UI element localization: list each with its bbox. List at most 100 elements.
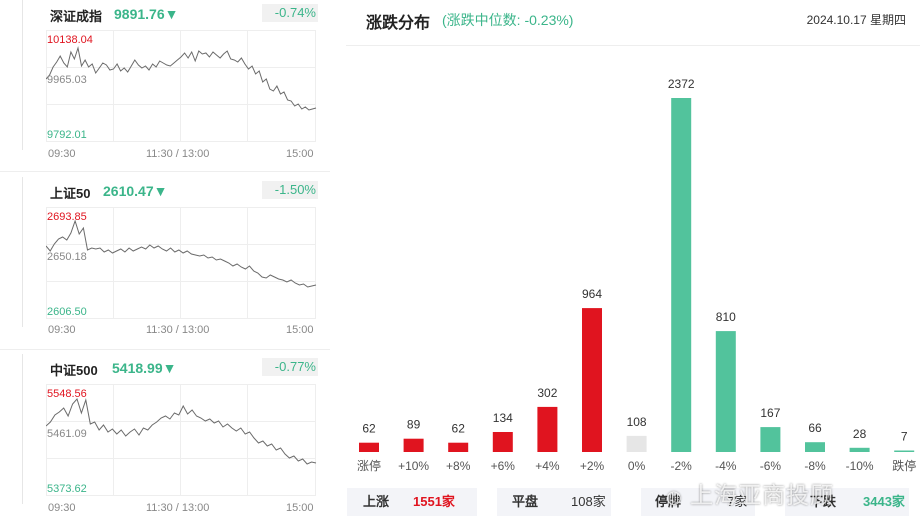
header-divider bbox=[346, 45, 920, 46]
category-label: -10% bbox=[846, 459, 874, 473]
flat-label: 平盘 bbox=[512, 494, 539, 509]
bar-value-label: 62 bbox=[452, 422, 466, 436]
index-price: 5418.99▼ bbox=[112, 360, 177, 376]
bar bbox=[492, 432, 513, 452]
category-label: 跌停 bbox=[892, 458, 916, 473]
up-label: 上涨 bbox=[363, 494, 390, 509]
bar bbox=[715, 331, 736, 452]
category-label: +2% bbox=[580, 459, 605, 473]
bar bbox=[805, 442, 825, 452]
distribution-bar-chart: 62 涨停 89 +10% 62 +8% 134 +6% 302 +4% 964 +2% 108 0% 23… bbox=[357, 77, 916, 473]
index-change-badge: -0.77% bbox=[262, 358, 318, 376]
bar-value-label: 2372 bbox=[668, 77, 695, 91]
bar-value-label: 7 bbox=[901, 430, 908, 444]
footer-flat: 平盘 108家 bbox=[497, 488, 611, 516]
category-label: +6% bbox=[491, 459, 516, 473]
y-mid-label: 5461.09 bbox=[47, 428, 87, 440]
flat-count: 108家 bbox=[571, 494, 606, 509]
time-label-open: 09:30 bbox=[48, 324, 76, 336]
distribution-title: 涨跌分布 bbox=[366, 15, 431, 32]
halt-count: 7家 bbox=[727, 494, 748, 509]
watermark-text: 上海亚商投顾 bbox=[690, 482, 835, 508]
index-card-sz50[interactable]: 上证50 2610.47▼ -1.50% 2693.85 2650.18 2606.… bbox=[0, 177, 330, 347]
trade-date: 2024.10.17 星期四 bbox=[806, 13, 906, 27]
category-label: +10% bbox=[398, 459, 429, 473]
category-label: -8% bbox=[804, 459, 826, 473]
category-label: 涨停 bbox=[357, 458, 381, 473]
category-label: -2% bbox=[671, 459, 693, 473]
bar-value-label: 964 bbox=[582, 287, 602, 301]
bar-value-label: 66 bbox=[808, 421, 822, 435]
time-label-mid: 11:30 / 13:00 bbox=[146, 148, 210, 160]
y-mid-label: 9965.03 bbox=[47, 74, 87, 86]
price-line bbox=[46, 398, 317, 465]
y-min-label: 2606.50 bbox=[47, 306, 87, 318]
category-label: +8% bbox=[446, 459, 471, 473]
down-count: 3443家 bbox=[863, 494, 905, 509]
category-label: 0% bbox=[628, 459, 646, 473]
divider bbox=[22, 0, 23, 150]
card-divider bbox=[0, 171, 330, 172]
index-minute-chart: 5548.56 5461.09 5373.62 bbox=[46, 384, 317, 496]
index-price: 2610.47▼ bbox=[103, 183, 168, 199]
index-minute-chart: 2693.85 2650.18 2606.50 bbox=[46, 207, 317, 319]
y-min-label: 5373.62 bbox=[47, 483, 87, 495]
price-line bbox=[46, 46, 317, 111]
bar-value-label: 810 bbox=[716, 310, 736, 324]
down-label: 下跌 bbox=[810, 494, 837, 509]
category-label: -6% bbox=[760, 459, 782, 473]
time-label-mid: 11:30 / 13:00 bbox=[146, 502, 210, 514]
bar bbox=[626, 435, 647, 452]
distribution-median: (涨跌中位数: -0.23%) bbox=[442, 12, 574, 28]
category-label: +4% bbox=[535, 459, 560, 473]
bar-value-label: 28 bbox=[853, 427, 867, 441]
index-panel: 深证成指 9891.76▼ -0.74% 10138.04 9965.03 9792… bbox=[0, 0, 330, 518]
index-card-zz500[interactable]: 中证500 5418.99▼ -0.77% 5548.56 5461.09 5373… bbox=[0, 354, 330, 524]
bar-value-label: 167 bbox=[760, 406, 780, 420]
bar bbox=[448, 442, 469, 452]
bar-value-label: 134 bbox=[493, 411, 513, 425]
index-minute-chart: 10138.04 9965.03 9792.01 bbox=[46, 30, 317, 142]
index-name: 中证500 bbox=[50, 363, 98, 378]
y-max-label: 2693.85 bbox=[47, 211, 87, 223]
bar bbox=[582, 308, 602, 452]
index-change-badge: -0.74% bbox=[262, 4, 318, 22]
up-count: 1551家 bbox=[413, 494, 455, 509]
bar bbox=[359, 442, 379, 452]
halt-label: 停牌 bbox=[655, 494, 682, 509]
bar bbox=[894, 450, 915, 452]
time-label-open: 09:30 bbox=[48, 148, 76, 160]
time-label-close: 15:00 bbox=[286, 502, 314, 514]
bar bbox=[671, 98, 692, 452]
index-change-badge: -1.50% bbox=[262, 181, 318, 199]
footer-halt: 停牌 7家 bbox=[641, 488, 755, 516]
bar bbox=[760, 427, 781, 452]
y-max-label: 5548.56 bbox=[47, 388, 87, 400]
price-line bbox=[46, 219, 317, 288]
bar-value-label: 89 bbox=[407, 418, 421, 432]
category-label: -4% bbox=[715, 459, 737, 473]
divider bbox=[22, 177, 23, 327]
y-max-label: 10138.04 bbox=[47, 34, 93, 46]
y-min-label: 9792.01 bbox=[47, 129, 87, 141]
index-card-szcz[interactable]: 深证成指 9891.76▼ -0.74% 10138.04 9965.03 9792… bbox=[0, 0, 330, 170]
index-price: 9891.76▼ bbox=[114, 6, 179, 22]
card-divider bbox=[0, 349, 330, 350]
bar-value-label: 62 bbox=[362, 422, 376, 436]
weibo-logo-icon: ◍ bbox=[666, 487, 683, 507]
bar-value-label: 302 bbox=[537, 386, 557, 400]
index-name: 深证成指 bbox=[50, 9, 103, 24]
bar bbox=[403, 438, 424, 452]
watermark: ◍ 上海亚商投顾 bbox=[666, 476, 834, 510]
index-name: 上证50 bbox=[50, 186, 91, 201]
time-label-mid: 11:30 / 13:00 bbox=[146, 324, 210, 336]
footer-up: 上涨 1551家 bbox=[347, 488, 477, 516]
time-label-close: 15:00 bbox=[286, 324, 314, 336]
time-label-open: 09:30 bbox=[48, 502, 76, 514]
time-label-close: 15:00 bbox=[286, 148, 314, 160]
bar-value-label: 108 bbox=[627, 415, 647, 429]
footer-down: 下跌 3443家 bbox=[785, 488, 909, 516]
bar bbox=[849, 447, 870, 452]
distribution-panel: 涨跌分布 (涨跌中位数: -0.23%) 2024.10.17 星期四 62 涨停… bbox=[330, 0, 920, 518]
bar bbox=[537, 406, 558, 452]
